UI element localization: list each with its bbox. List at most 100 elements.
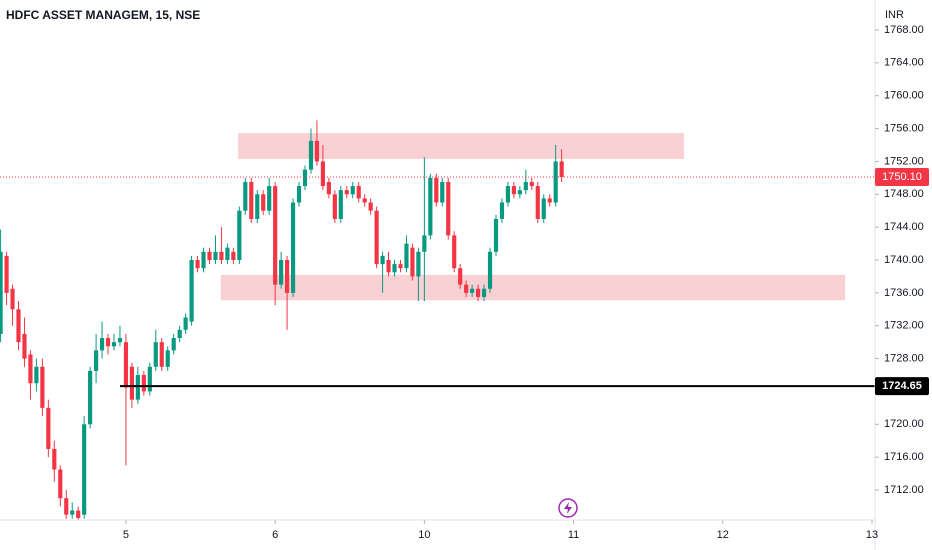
candle-body <box>487 251 493 289</box>
candle-body <box>249 181 254 219</box>
candle-body <box>255 194 260 219</box>
candle-body <box>398 264 403 269</box>
last-price-label: 1750.10 <box>882 171 922 183</box>
candle-body <box>231 251 236 260</box>
y-tick-label: 1732.00 <box>884 320 924 332</box>
candle-body <box>117 338 123 343</box>
hline-label: 1724.65 <box>882 380 922 392</box>
candle-body <box>28 354 33 384</box>
candle-body <box>529 181 534 187</box>
alert-icon[interactable] <box>558 498 578 518</box>
y-tick-label: 1720.00 <box>884 418 924 430</box>
x-tick-label: 6 <box>272 529 278 541</box>
candle-body <box>94 350 99 371</box>
candle-body <box>481 288 487 297</box>
candle-body <box>285 260 290 293</box>
candle-body <box>99 338 105 351</box>
candle-body <box>105 338 111 347</box>
candle-body <box>153 342 158 367</box>
candle-body <box>52 448 57 470</box>
candle-body <box>553 161 558 203</box>
candle-body <box>314 140 320 162</box>
candle-body <box>237 210 242 260</box>
candle-body <box>219 251 224 260</box>
candle-body <box>189 260 194 322</box>
candle-body <box>356 186 361 199</box>
candle-body <box>326 181 331 195</box>
candle-body <box>434 177 439 203</box>
y-tick-label: 1764.00 <box>884 57 924 69</box>
candle-body <box>332 194 337 219</box>
candle-body <box>225 247 230 260</box>
candle-body <box>559 161 564 178</box>
candle-body <box>404 243 409 269</box>
candle-body <box>183 317 188 330</box>
candle-body <box>195 260 200 269</box>
candle-body <box>135 375 140 400</box>
candle-body <box>10 288 15 310</box>
candle-body <box>535 186 540 219</box>
candle-body <box>70 510 75 515</box>
candle-body <box>243 181 248 211</box>
y-tick-label: 1716.00 <box>884 451 924 463</box>
candle-body <box>165 350 170 367</box>
candle-body <box>213 251 218 260</box>
candle-body <box>499 202 505 219</box>
candle-body <box>171 338 176 351</box>
candle-body <box>296 186 302 203</box>
candle-body <box>350 186 355 195</box>
candle-body <box>34 366 39 384</box>
candle-body <box>290 202 296 293</box>
candle-body <box>16 309 21 343</box>
candle-body <box>547 198 552 203</box>
y-tick-label: 1744.00 <box>884 221 924 233</box>
x-tick-label: 13 <box>866 529 878 541</box>
candle-body <box>464 284 469 293</box>
candle-body <box>416 251 421 277</box>
x-tick-label: 11 <box>568 529 579 541</box>
candle-body <box>88 370 93 425</box>
alert-bolt[interactable] <box>564 502 572 514</box>
candle-body <box>452 235 457 269</box>
candle-body <box>147 366 152 392</box>
candle-body <box>541 198 546 219</box>
y-tick-label: 1736.00 <box>884 287 924 299</box>
candle-body <box>22 333 27 359</box>
y-tick-label: 1756.00 <box>884 122 924 134</box>
x-tick-label: 10 <box>418 529 430 541</box>
candle-body <box>123 342 129 388</box>
candle-body <box>261 194 266 211</box>
hline-tag <box>875 377 929 396</box>
candle-body <box>470 288 475 293</box>
y-tick-label: 1760.00 <box>884 90 924 102</box>
candle-body <box>273 186 278 285</box>
candle-body <box>302 169 308 187</box>
y-tick-label: 1728.00 <box>884 352 924 364</box>
alert-circle[interactable] <box>558 498 578 518</box>
candle-body <box>410 247 415 277</box>
candle-body <box>64 498 69 515</box>
candle-body <box>517 190 522 195</box>
candle-body <box>207 251 212 260</box>
candle-body <box>320 161 325 187</box>
candle-body <box>374 210 379 265</box>
candle-body <box>422 235 427 252</box>
candle-body <box>129 366 134 400</box>
candle-body <box>58 469 63 499</box>
last-price-tag <box>875 168 929 187</box>
candle-body <box>308 140 314 170</box>
x-tick-label: 12 <box>717 529 729 541</box>
candle-body <box>392 264 397 273</box>
candle-body <box>493 218 499 252</box>
zone <box>238 133 685 159</box>
candle-body <box>446 181 451 236</box>
candle-body <box>141 375 146 392</box>
candle-body <box>511 186 516 195</box>
candle-body <box>368 202 373 211</box>
candle-body <box>267 186 272 211</box>
candle-body <box>177 329 182 339</box>
candle-body <box>523 181 528 191</box>
candle-body <box>40 366 45 408</box>
candle-body <box>362 198 367 203</box>
